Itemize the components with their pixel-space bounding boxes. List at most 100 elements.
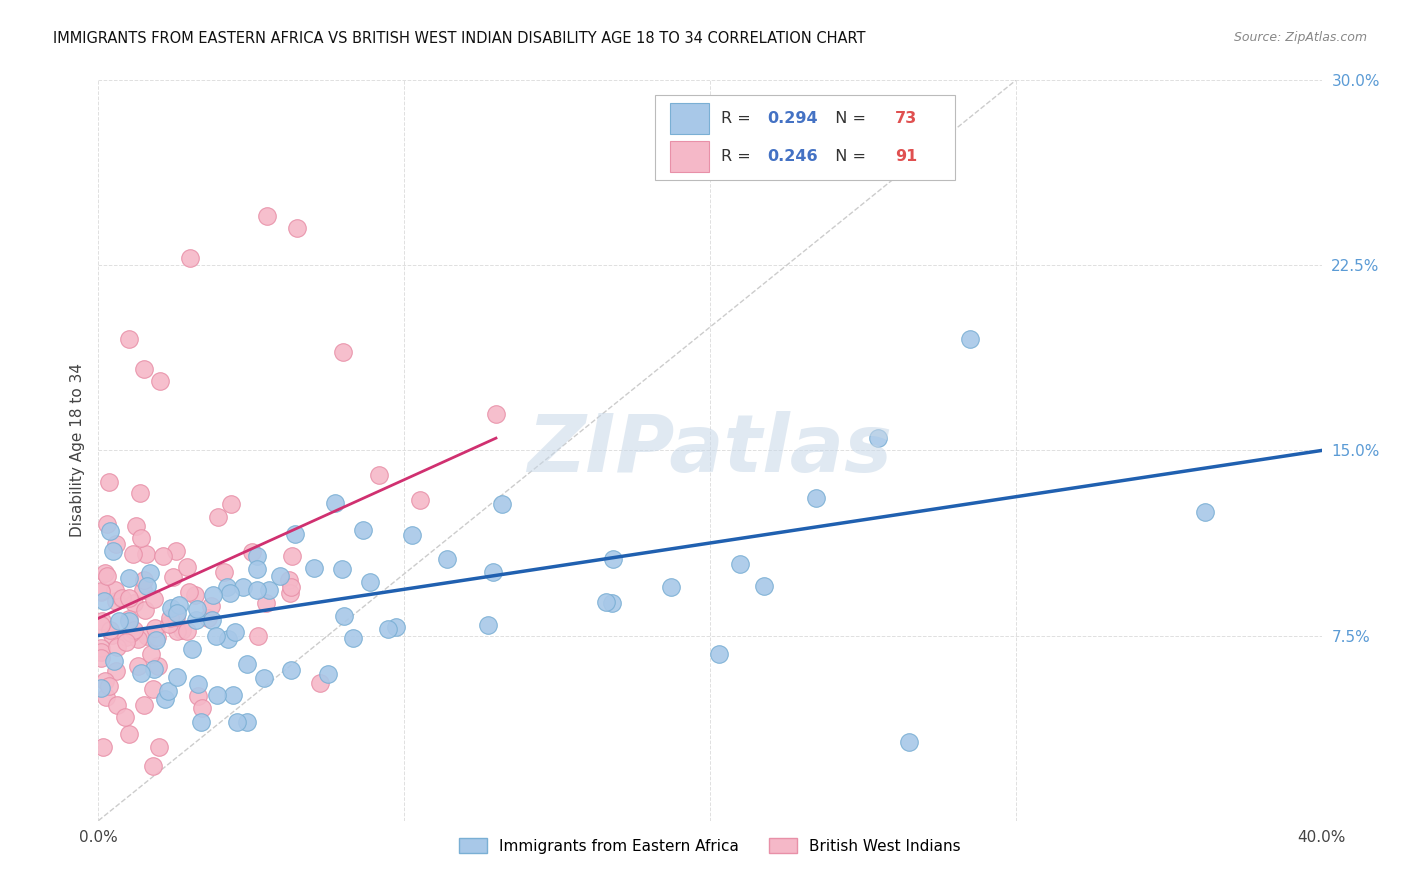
Text: 0.294: 0.294 (768, 112, 818, 127)
Point (118, 332, 141, 346)
Point (224, 624, 246, 639)
Point (217, 632, 239, 646)
Point (187, 689, 209, 703)
Point (179, 584, 201, 599)
Point (142, 759, 165, 773)
Point (107, 698, 129, 712)
Point (253, 671, 276, 685)
Point (118, 591, 141, 606)
Point (165, 544, 187, 558)
Point (156, 684, 179, 698)
Text: Source: ZipAtlas.com: Source: ZipAtlas.com (1233, 31, 1367, 45)
Point (184, 588, 207, 602)
Point (152, 549, 174, 563)
Point (129, 531, 152, 545)
Point (280, 580, 302, 594)
Legend: Immigrants from Eastern Africa, British West Indians: Immigrants from Eastern Africa, British … (460, 838, 960, 854)
Point (600, 596, 623, 610)
Point (217, 580, 239, 594)
Point (104, 594, 127, 608)
Point (132, 583, 155, 598)
Point (91, 614, 114, 628)
Point (184, 613, 207, 627)
Point (136, 628, 159, 642)
Point (202, 588, 225, 602)
Point (309, 675, 332, 690)
Point (90, 617, 112, 632)
Point (176, 559, 198, 574)
Point (93, 593, 115, 607)
Text: 73: 73 (894, 112, 917, 127)
Point (118, 727, 141, 741)
Point (246, 562, 269, 576)
Point (269, 568, 291, 582)
Point (491, 497, 513, 511)
Point (207, 510, 229, 524)
Point (103, 654, 125, 668)
Text: N =: N = (825, 149, 872, 164)
Point (146, 630, 169, 644)
Point (118, 614, 141, 628)
Point (97, 679, 120, 693)
Point (232, 580, 254, 594)
Point (127, 658, 149, 673)
Point (117, 571, 139, 585)
Point (240, 545, 263, 559)
Point (709, 647, 731, 661)
Point (142, 681, 165, 696)
Point (235, 714, 257, 729)
Point (166, 606, 188, 620)
Point (302, 561, 325, 575)
Point (278, 573, 301, 587)
Point (96, 690, 118, 705)
Text: 91: 91 (894, 149, 917, 164)
Text: R =: R = (721, 149, 756, 164)
Point (186, 601, 208, 615)
Point (90, 583, 112, 598)
Point (754, 579, 776, 593)
Point (728, 558, 751, 572)
Point (205, 629, 228, 643)
Point (160, 600, 183, 615)
Point (280, 663, 302, 677)
Point (481, 565, 503, 579)
Point (804, 491, 827, 506)
Y-axis label: Disability Age 18 to 34: Disability Age 18 to 34 (69, 363, 84, 538)
Point (1194, 505, 1216, 519)
Point (105, 664, 128, 678)
Point (105, 640, 128, 655)
Point (136, 579, 159, 593)
Point (134, 573, 156, 587)
Point (149, 375, 172, 389)
Point (96, 569, 118, 583)
Point (359, 574, 381, 589)
Point (200, 599, 222, 614)
Point (197, 611, 219, 625)
Point (281, 549, 304, 564)
Point (125, 518, 148, 533)
Point (246, 549, 269, 563)
Text: 0.246: 0.246 (768, 149, 818, 164)
Point (257, 583, 280, 598)
Point (101, 628, 124, 642)
Point (401, 528, 423, 542)
FancyBboxPatch shape (655, 95, 955, 180)
Point (368, 468, 391, 483)
Point (90, 651, 112, 665)
Point (226, 714, 249, 729)
Point (145, 633, 167, 648)
Point (959, 332, 981, 346)
Point (111, 591, 134, 606)
Point (333, 608, 356, 623)
Point (661, 580, 683, 594)
Point (219, 497, 242, 511)
Point (132, 698, 155, 713)
Point (179, 251, 201, 265)
FancyBboxPatch shape (669, 103, 709, 135)
Point (254, 596, 277, 610)
Point (111, 591, 134, 605)
Point (187, 676, 209, 690)
Point (384, 620, 406, 634)
Point (201, 613, 224, 627)
Point (342, 631, 364, 645)
